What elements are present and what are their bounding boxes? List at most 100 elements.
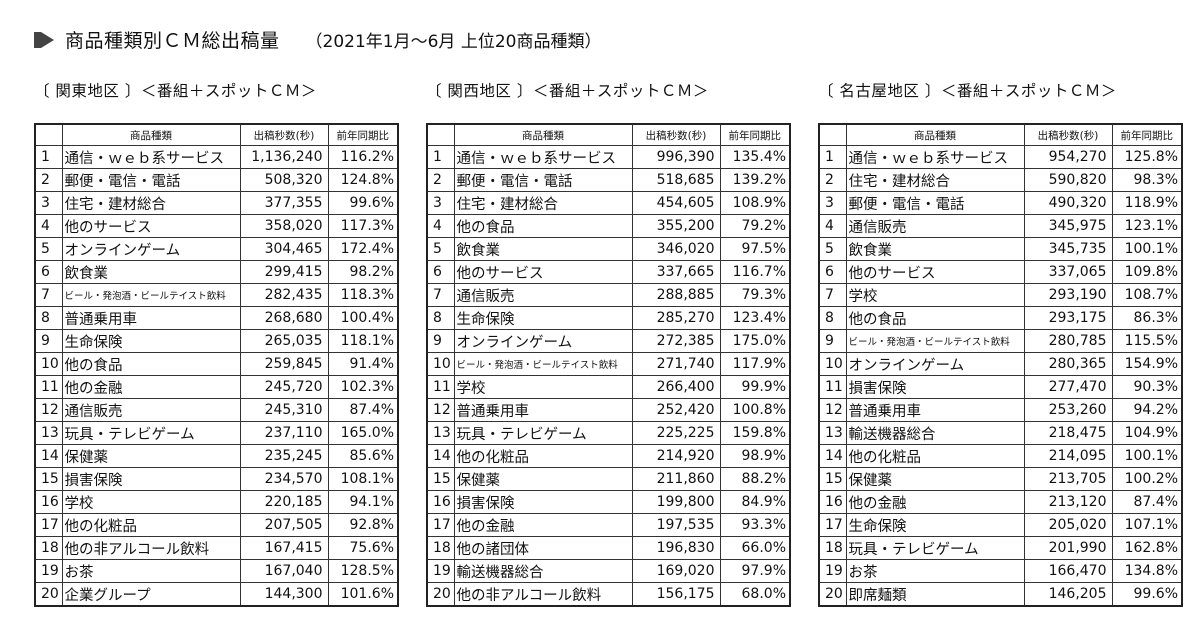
yoy-header: 前年同期比 (1111, 123, 1183, 146)
yoy-cell: 91.4% (327, 352, 399, 376)
page-header: 商品種類別ＣＭ総出稿量 （2021年1月～6月 上位20商品種類） (34, 26, 601, 53)
table-row: 20 即席麺類 146,205 99.6% (818, 582, 1183, 607)
table-row: 14 他の化粧品 214,920 98.9% (426, 444, 791, 468)
yoy-cell: 99.6% (327, 191, 399, 215)
category-cell: お茶 (845, 559, 1025, 583)
seconds-cell: 199,800 (631, 490, 721, 514)
seconds-cell: 252,420 (631, 398, 721, 422)
rank-cell: 12 (34, 398, 63, 422)
category-cell: 通信販売 (845, 214, 1025, 238)
table-row: 13 玩具・テレビゲーム 237,110 165.0% (34, 421, 399, 445)
seconds-cell: 285,270 (631, 306, 721, 330)
yoy-cell: 107.1% (1111, 513, 1183, 537)
rank-cell: 13 (818, 421, 847, 445)
rank-cell: 6 (818, 260, 847, 284)
category-cell: 損害保険 (61, 467, 241, 491)
table-row: 14 保健薬 235,245 85.6% (34, 444, 399, 468)
table-row: 11 他の金融 245,720 102.3% (34, 375, 399, 399)
yoy-cell: 66.0% (719, 536, 791, 560)
seconds-cell: 266,400 (631, 375, 721, 399)
table-row: 11 損害保険 277,470 90.3% (818, 375, 1183, 399)
seconds-cell: 280,365 (1023, 352, 1113, 376)
category-cell: 玩具・テレビゲーム (845, 536, 1025, 560)
rank-cell: 8 (34, 306, 63, 330)
table-row: 18 他の諸団体 196,830 66.0% (426, 536, 791, 560)
table-row: 5 飲食業 345,735 100.1% (818, 237, 1183, 261)
rank-cell: 7 (34, 283, 63, 307)
rank-cell: 7 (818, 283, 847, 307)
category-cell: 保健薬 (845, 467, 1025, 491)
yoy-cell: 98.9% (719, 444, 791, 468)
table-row: 15 保健薬 213,705 100.2% (818, 467, 1183, 491)
yoy-cell: 100.1% (1111, 444, 1183, 468)
yoy-cell: 100.2% (1111, 467, 1183, 491)
ranking-table: 商品種類 出稿秒数(秒) 前年同期比 1 通信・ｗｅｂ系サービス 1,136,240 116… (34, 123, 399, 607)
table-row: 10 ビール・発泡酒・ビールテイスト飲料 271,740 117.9% (426, 352, 791, 376)
seconds-cell: 377,355 (239, 191, 329, 215)
rank-cell: 11 (426, 375, 455, 399)
seconds-cell: 205,020 (1023, 513, 1113, 537)
yoy-cell: 154.9% (1111, 352, 1183, 376)
rank-cell: 16 (34, 490, 63, 514)
yoy-cell: 90.3% (1111, 375, 1183, 399)
seconds-cell: 245,310 (239, 398, 329, 422)
seconds-cell: 265,035 (239, 329, 329, 353)
table-row: 15 保健薬 211,860 88.2% (426, 467, 791, 491)
table-row: 12 普通乗用車 252,420 100.8% (426, 398, 791, 422)
seconds-cell: 220,185 (239, 490, 329, 514)
rank-cell: 3 (426, 191, 455, 215)
table-row: 2 郵便・電信・電話 518,685 139.2% (426, 168, 791, 192)
yoy-cell: 100.1% (1111, 237, 1183, 261)
seconds-cell: 272,385 (631, 329, 721, 353)
ranking-table: 商品種類 出稿秒数(秒) 前年同期比 1 通信・ｗｅｂ系サービス 954,270 125.8… (818, 123, 1183, 607)
table-row: 7 通信販売 288,885 79.3% (426, 283, 791, 307)
rank-cell: 18 (426, 536, 455, 560)
category-cell: 他の化粧品 (61, 513, 241, 537)
table-row: 4 他のサービス 358,020 117.3% (34, 214, 399, 238)
rank-cell: 17 (818, 513, 847, 537)
seconds-cell: 299,415 (239, 260, 329, 284)
table-row: 5 飲食業 346,020 97.5% (426, 237, 791, 261)
category-cell: 他のサービス (61, 214, 241, 238)
rank-cell: 14 (426, 444, 455, 468)
rank-cell: 3 (818, 191, 847, 215)
category-cell: 保健薬 (61, 444, 241, 468)
table-row: 9 オンラインゲーム 272,385 175.0% (426, 329, 791, 353)
yoy-cell: 115.5% (1111, 329, 1183, 353)
table-row: 12 通信販売 245,310 87.4% (34, 398, 399, 422)
yoy-cell: 86.3% (1111, 306, 1183, 330)
yoy-cell: 135.4% (719, 145, 791, 169)
seconds-cell: 218,475 (1023, 421, 1113, 445)
seconds-header: 出稿秒数(秒) (1023, 123, 1113, 146)
table-header-row: 商品種類 出稿秒数(秒) 前年同期比 (818, 123, 1183, 146)
table-row: 14 他の化粧品 214,095 100.1% (818, 444, 1183, 468)
rank-cell: 16 (426, 490, 455, 514)
rank-cell: 9 (818, 329, 847, 353)
rank-cell: 7 (426, 283, 455, 307)
rank-cell: 19 (426, 559, 455, 583)
yoy-cell: 118.3% (327, 283, 399, 307)
table-row: 4 通信販売 345,975 123.1% (818, 214, 1183, 238)
rank-cell: 5 (426, 237, 455, 261)
category-cell: 他の非アルコール飲料 (61, 536, 241, 560)
category-cell: 通信・ｗｅｂ系サービス (453, 145, 633, 169)
seconds-cell: 213,120 (1023, 490, 1113, 514)
seconds-cell: 253,260 (1023, 398, 1113, 422)
yoy-cell: 159.8% (719, 421, 791, 445)
category-cell: 生命保険 (61, 329, 241, 353)
category-header: 商品種類 (61, 123, 241, 146)
category-cell: 普通乗用車 (453, 398, 633, 422)
yoy-cell: 102.3% (327, 375, 399, 399)
category-cell: 飲食業 (845, 237, 1025, 261)
seconds-cell: 590,820 (1023, 168, 1113, 192)
panel-kansai: 〔 関西地区 〕＜番組＋スポットＣＭ＞ 商品種類 出稿秒数(秒) 前年同期比 1 通信・ｗ… (426, 80, 791, 607)
yoy-cell: 172.4% (327, 237, 399, 261)
category-cell: 飲食業 (61, 260, 241, 284)
category-cell: 学校 (845, 283, 1025, 307)
table-header-row: 商品種類 出稿秒数(秒) 前年同期比 (426, 123, 791, 146)
category-cell: 普通乗用車 (845, 398, 1025, 422)
rank-cell: 11 (818, 375, 847, 399)
table-row: 18 玩具・テレビゲーム 201,990 162.8% (818, 536, 1183, 560)
yoy-cell: 87.4% (1111, 490, 1183, 514)
category-cell: 通信・ｗｅｂ系サービス (845, 145, 1025, 169)
